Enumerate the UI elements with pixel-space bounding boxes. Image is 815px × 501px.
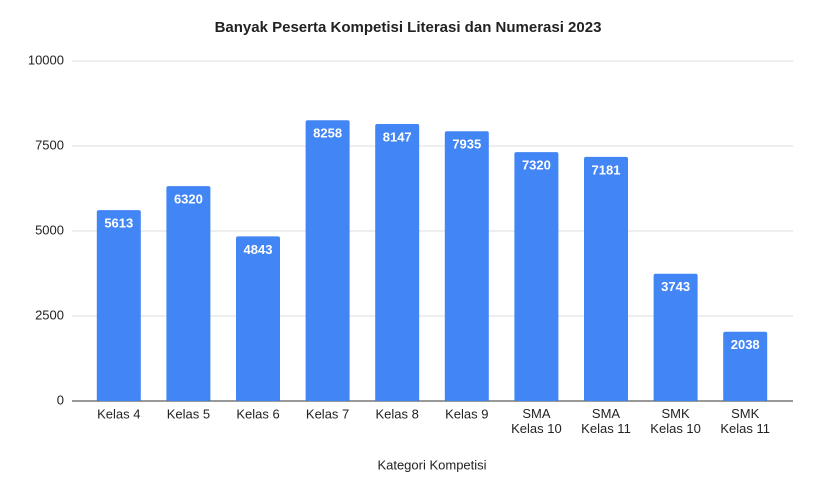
x-tick-label: Kelas 5 <box>167 406 210 421</box>
value-label: 8258 <box>313 126 342 141</box>
value-label: 7935 <box>452 137 481 152</box>
x-tick-label: Kelas 4 <box>97 406 140 421</box>
x-tick-label: Kelas 8 <box>376 406 419 421</box>
value-label: 5613 <box>104 216 133 231</box>
bar <box>96 210 141 401</box>
bar <box>584 156 628 401</box>
bar <box>305 120 350 401</box>
value-label: 4843 <box>244 242 273 257</box>
x-tick-label: SMA Kelas 10 <box>511 406 562 436</box>
value-label: 6320 <box>174 192 203 207</box>
bar <box>375 124 420 401</box>
value-label: 2038 <box>731 337 760 352</box>
value-label: 8147 <box>383 129 412 144</box>
x-tick-label: SMK Kelas 10 <box>650 406 701 436</box>
bar <box>653 273 698 401</box>
y-tick-label: 2500 <box>35 307 64 322</box>
bar <box>514 152 559 401</box>
chart-title: Banyak Peserta Kompetisi Literasi dan Nu… <box>215 19 602 36</box>
value-label: 3743 <box>661 279 690 294</box>
x-tick-label: Kelas 7 <box>306 406 349 421</box>
value-label: 7181 <box>592 162 621 177</box>
y-tick-label: 5000 <box>35 222 64 237</box>
y-tick-label: 7500 <box>35 137 64 152</box>
x-tick-label: SMA Kelas 11 <box>581 406 631 436</box>
bar <box>444 131 489 401</box>
bar <box>723 331 768 401</box>
x-tick-label: SMK Kelas 11 <box>720 406 770 436</box>
x-tick-label: Kelas 9 <box>445 406 488 421</box>
bar <box>236 236 280 401</box>
y-tick-label: 10000 <box>28 52 64 67</box>
value-label: 7320 <box>522 158 551 173</box>
x-axis-label: Kategori Kompetisi <box>377 457 486 472</box>
y-tick-label: 0 <box>57 392 64 407</box>
bar <box>166 186 211 401</box>
x-tick-label: Kelas 6 <box>236 406 279 421</box>
